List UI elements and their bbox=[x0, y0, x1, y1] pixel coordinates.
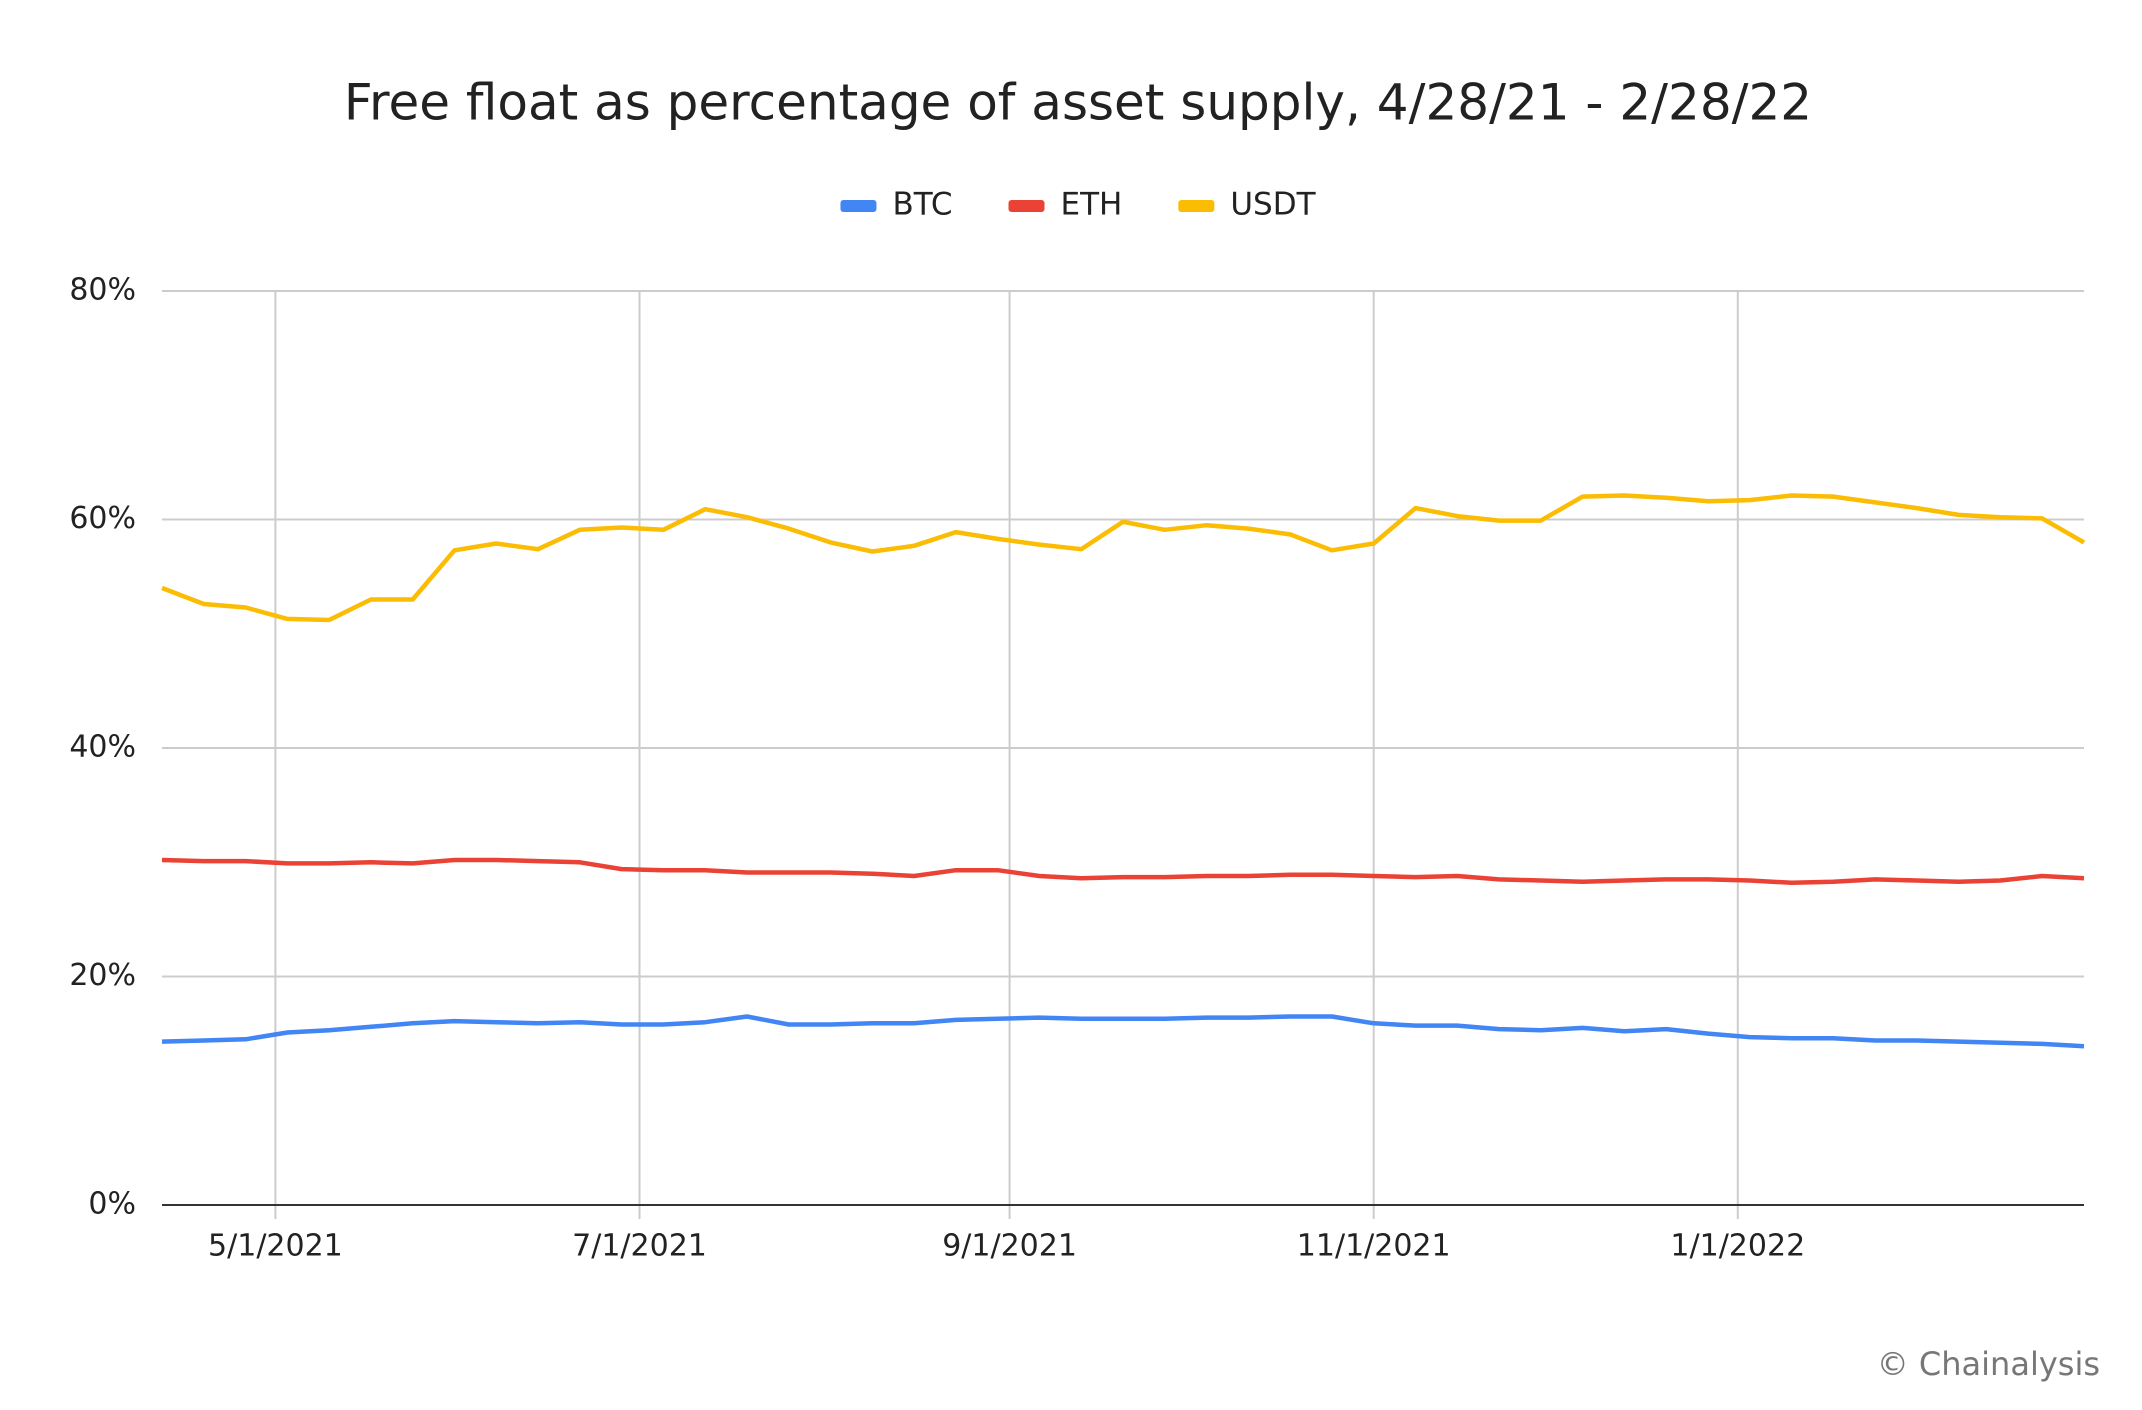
x-tick-label: 1/1/2022 bbox=[1670, 1229, 1805, 1264]
legend-swatch bbox=[840, 200, 877, 212]
legend-swatch bbox=[1008, 200, 1045, 212]
x-tick-label: 5/1/2021 bbox=[208, 1229, 343, 1264]
y-tick-label: 60% bbox=[69, 501, 136, 536]
x-tick-label: 11/1/2021 bbox=[1297, 1229, 1451, 1264]
y-tick-label: 80% bbox=[69, 273, 136, 308]
x-tick-label: 9/1/2021 bbox=[942, 1229, 1077, 1264]
legend-label: BTC bbox=[892, 187, 952, 223]
x-tick-label: 7/1/2021 bbox=[572, 1229, 707, 1264]
legend: BTC ETH USDT bbox=[840, 187, 1317, 223]
y-tick-label: 40% bbox=[69, 730, 136, 765]
credit: © Chainalysis bbox=[1877, 1345, 2100, 1383]
series-line bbox=[161, 857, 2085, 886]
legend-label: USDT bbox=[1230, 187, 1316, 223]
y-tick-label: 20% bbox=[69, 958, 136, 993]
series-line bbox=[161, 493, 2086, 623]
series-line bbox=[161, 1014, 2085, 1049]
y-tick-label: 0% bbox=[88, 1187, 136, 1222]
legend-label: ETH bbox=[1061, 187, 1123, 223]
legend-swatch bbox=[1178, 200, 1215, 212]
chart-title: Free float as percentage of asset supply… bbox=[344, 74, 1812, 132]
